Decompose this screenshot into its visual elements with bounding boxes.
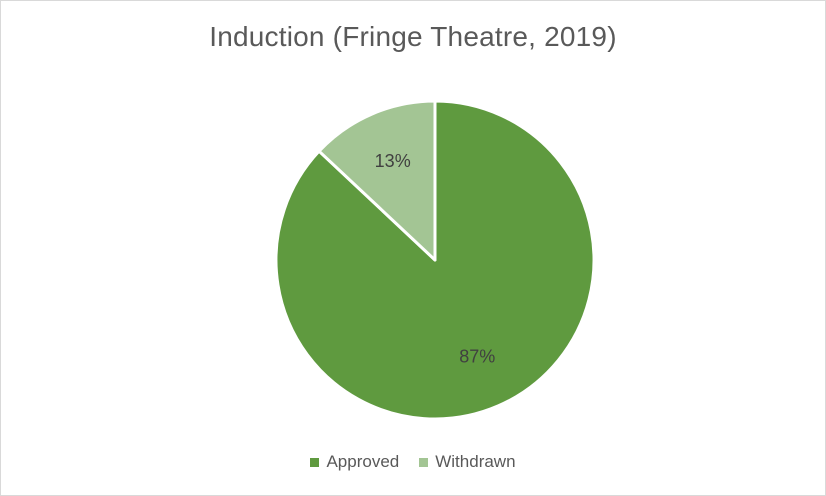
- data-label-withdrawn: 13%: [375, 151, 411, 171]
- legend-label-withdrawn: Withdrawn: [435, 452, 516, 471]
- legend-item-approved: Approved: [310, 452, 399, 472]
- data-label-approved: 87%: [459, 347, 495, 367]
- legend-swatch-approved: [310, 457, 320, 467]
- legend-swatch-withdrawn: [419, 457, 429, 467]
- legend-label-approved: Approved: [326, 452, 400, 471]
- pie-slice-withdrawn: [317, 99, 437, 262]
- legend: Approved Withdrawn: [1, 452, 825, 472]
- chart-title: Induction (Fringe Theatre, 2019): [209, 21, 617, 52]
- legend-item-withdrawn: Withdrawn: [419, 452, 516, 472]
